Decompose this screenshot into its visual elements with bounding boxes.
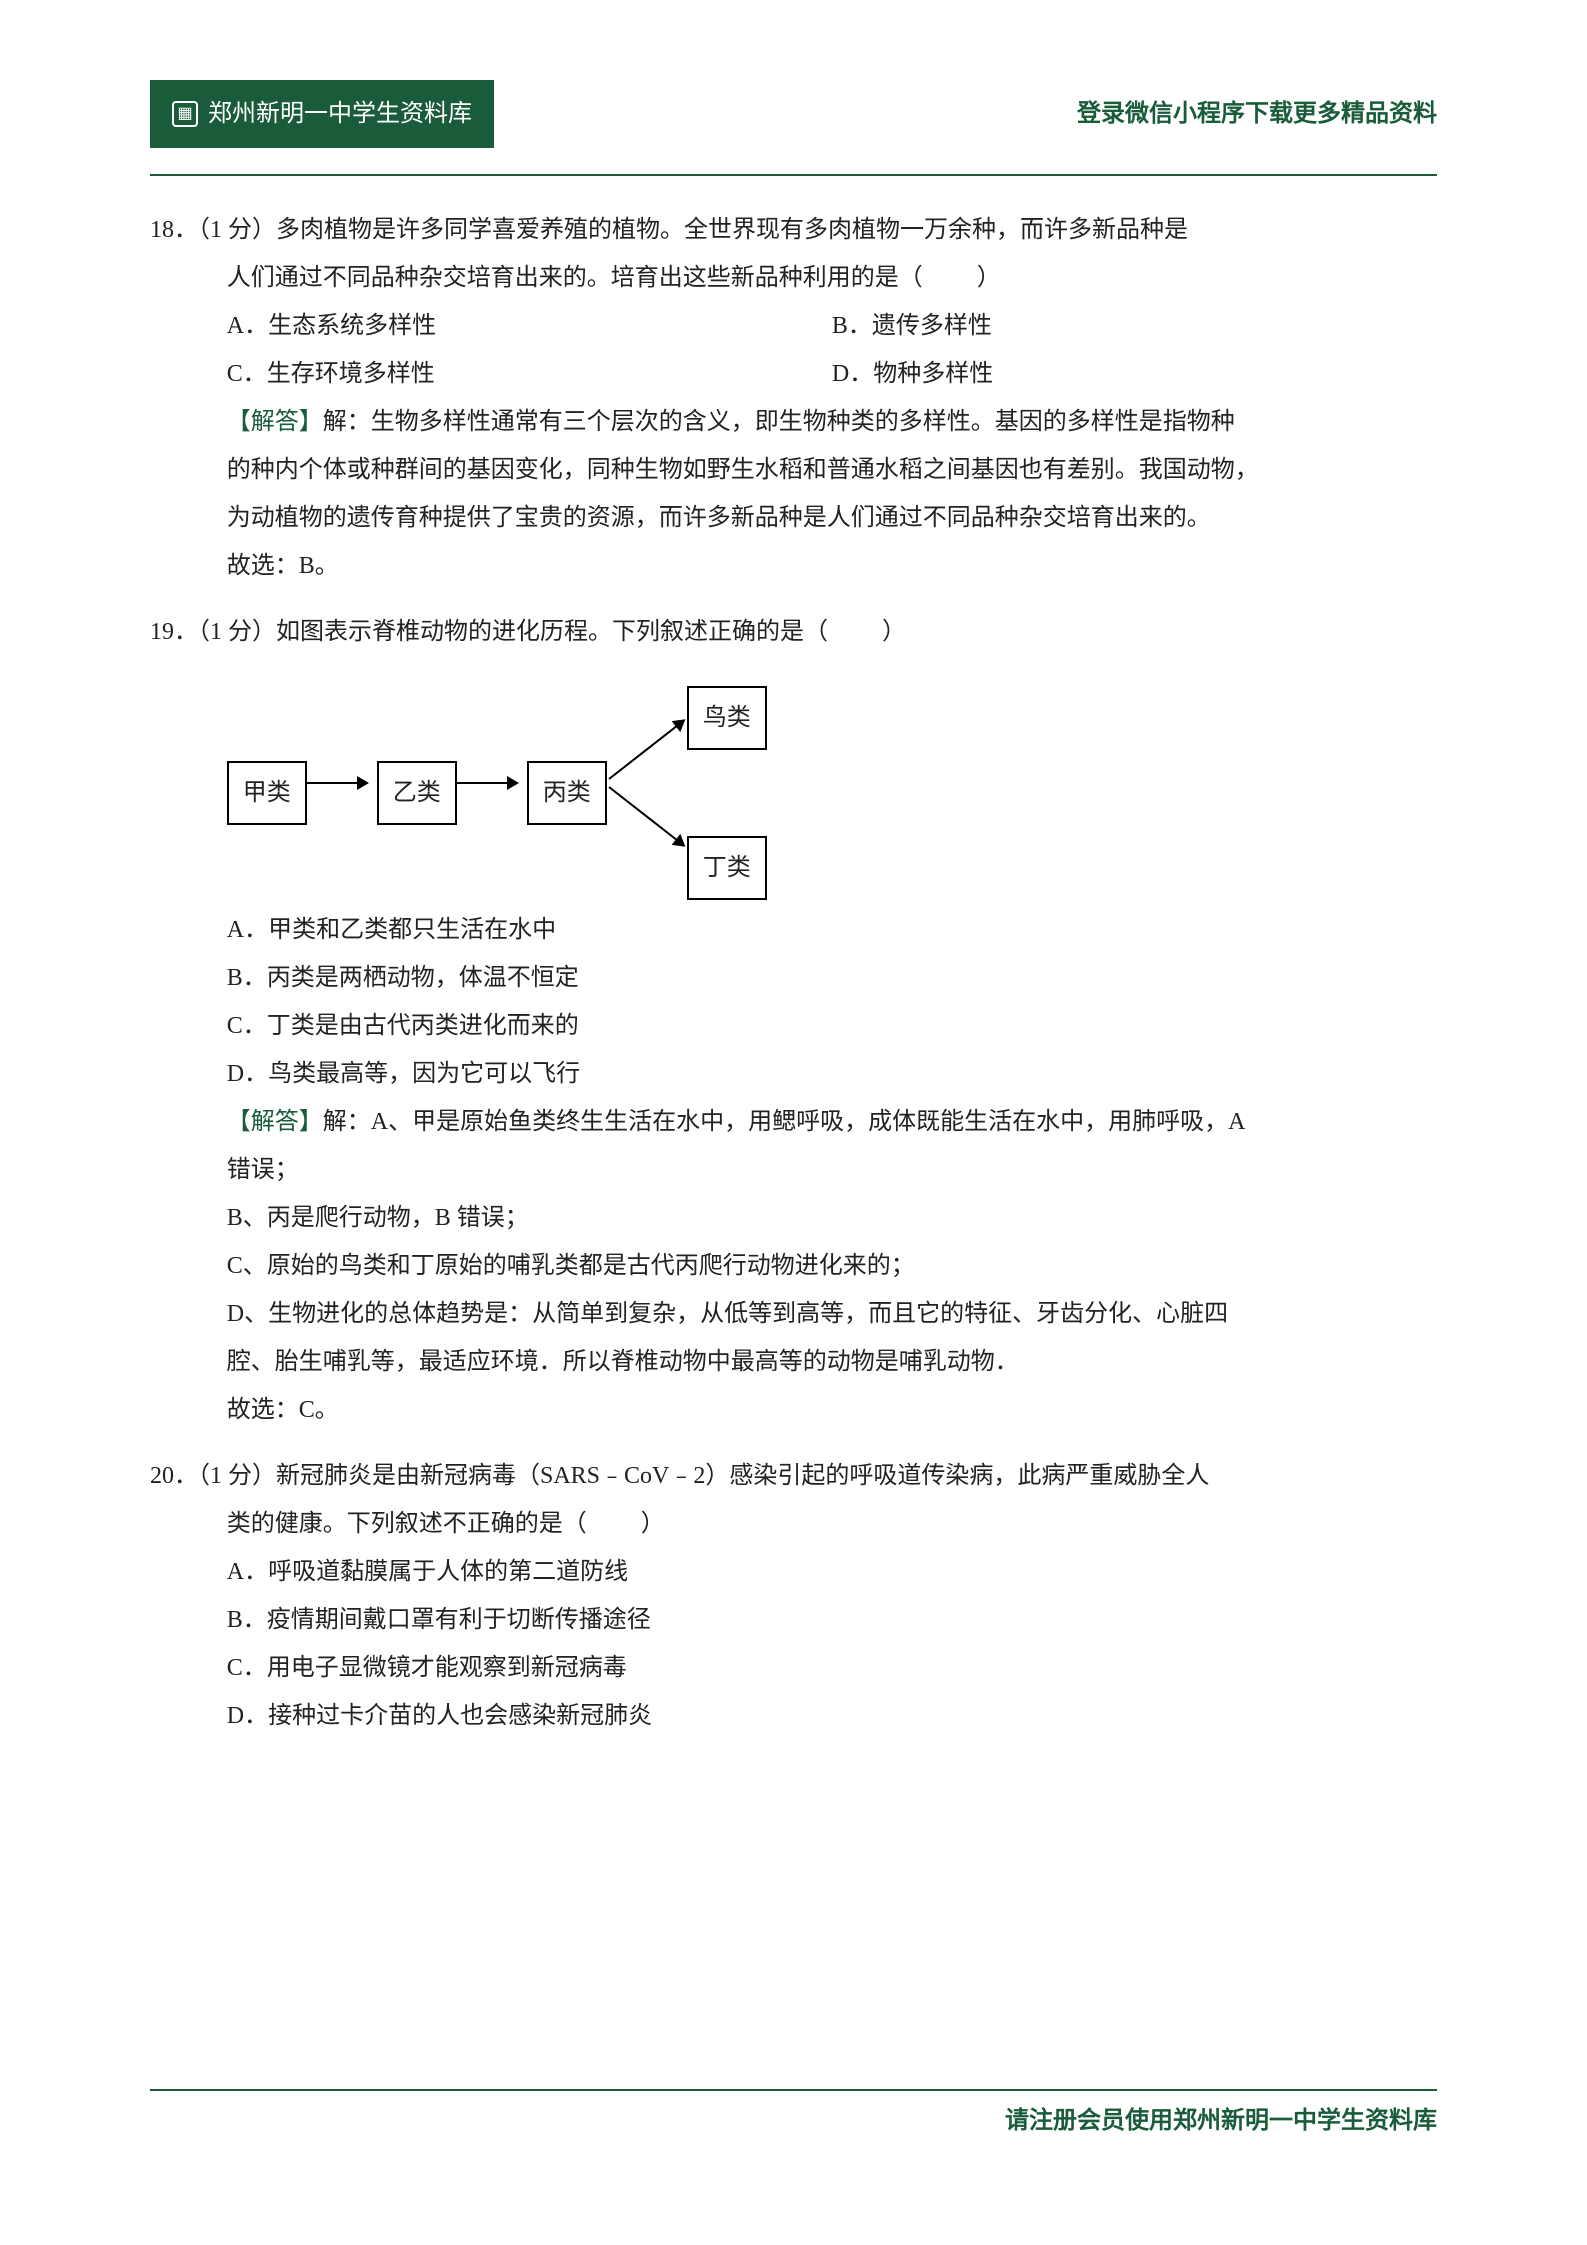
- q18-ans-l1: 解：生物多样性通常有三个层次的含义，即生物种类的多样性。基因的多样性是指物种: [323, 409, 1235, 435]
- q20-stem-line1: 20．（1 分）新冠肺炎是由新冠病毒（SARS﹣CoV﹣2）感染引起的呼吸道传染…: [150, 1452, 1437, 1500]
- q18-answer-label: 【解答】: [227, 409, 323, 435]
- q18-options-row1: A．生态系统多样性 B．遗传多样性: [150, 302, 1437, 350]
- q19-ans-l3: B、丙是爬行动物，B 错误；: [150, 1194, 1437, 1242]
- q18-stem-line1: 18．（1 分）多肉植物是许多同学喜爱养殖的植物。全世界现有多肉植物一万余种，而…: [150, 206, 1437, 254]
- header-underline: [150, 174, 1437, 176]
- q20-number: 20．: [150, 1463, 198, 1489]
- node-yi: 乙类: [377, 761, 457, 825]
- q18-points: （1 分）: [198, 217, 276, 243]
- node-bing: 丙类: [527, 761, 607, 825]
- q18-options-row2: C．生存环境多样性 D．物种多样性: [150, 350, 1437, 398]
- edge-jia-yi: [307, 782, 367, 784]
- q18-answer: 【解答】解：生物多样性通常有三个层次的含义，即生物种类的多样性。基因的多样性是指…: [150, 398, 1437, 590]
- q19-answer: 【解答】解：A、甲是原始鱼类终生生活在水中，用鳃呼吸，成体既能生活在水中，用肺呼…: [150, 1098, 1437, 1434]
- q19-answer-label: 【解答】: [227, 1109, 323, 1135]
- q19-points: （1 分）: [198, 619, 276, 645]
- node-niao: 鸟类: [687, 686, 767, 750]
- brand-badge: ▦ 郑州新明一中学生资料库: [150, 80, 494, 148]
- q18-optA: A．生态系统多样性: [227, 302, 832, 350]
- q18-ans-l3: 为动植物的遗传育种提供了宝贵的资源，而许多新品种是人们通过不同品种杂交培育出来的…: [150, 494, 1437, 542]
- header-row: ▦ 郑州新明一中学生资料库 登录微信小程序下载更多精品资料: [150, 80, 1437, 148]
- node-ding: 丁类: [687, 836, 767, 900]
- q18-stem-line2: 人们通过不同品种杂交培育出来的。培育出这些新品种利用的是（ ）: [150, 254, 1437, 302]
- q18-number: 18．: [150, 217, 198, 243]
- edge-bing-niao: [608, 720, 684, 780]
- q19-optD: D．鸟类最高等，因为它可以飞行: [227, 1050, 1437, 1098]
- q18-ans-l2: 的种内个体或种群间的基因变化，同种生物如野生水稻和普通水稻之间基因也有差别。我国…: [150, 446, 1437, 494]
- question-19: 19．（1 分）如图表示脊椎动物的进化历程。下列叙述正确的是（ ） 甲类 乙类 …: [150, 608, 1437, 1434]
- q18-optC: C．生存环境多样性: [227, 350, 832, 398]
- q20-options: A．呼吸道黏膜属于人体的第二道防线 B．疫情期间戴口罩有利于切断传播途径 C．用…: [150, 1548, 1437, 1740]
- q18-paren: （ ）: [899, 265, 1003, 291]
- edge-yi-bing: [457, 782, 517, 784]
- q20-stem1: 新冠肺炎是由新冠病毒（SARS﹣CoV﹣2）感染引起的呼吸道传染病，此病严重威胁…: [276, 1463, 1209, 1489]
- q19-ans-l1: 解：A、甲是原始鱼类终生生活在水中，用鳃呼吸，成体既能生活在水中，用肺呼吸，A: [323, 1109, 1246, 1135]
- q19-optA: A．甲类和乙类都只生活在水中: [227, 906, 1437, 954]
- q20-points: （1 分）: [198, 1463, 276, 1489]
- q18-stem1: 多肉植物是许多同学喜爱养殖的植物。全世界现有多肉植物一万余种，而许多新品种是: [276, 217, 1188, 243]
- q19-options: A．甲类和乙类都只生活在水中 B．丙类是两栖动物，体温不恒定 C．丁类是由古代丙…: [150, 906, 1437, 1098]
- q20-optB: B．疫情期间戴口罩有利于切断传播途径: [227, 1596, 1437, 1644]
- brand-badge-icon: ▦: [172, 101, 198, 127]
- footer-text: 请注册会员使用郑州新明一中学生资料库: [1005, 2108, 1437, 2134]
- q19-stem: 如图表示脊椎动物的进化历程。下列叙述正确的是: [276, 619, 804, 645]
- q18-ans-l4: 故选：B。: [150, 542, 1437, 590]
- header-right-text: 登录微信小程序下载更多精品资料: [1077, 90, 1437, 138]
- q20-optD: D．接种过卡介苗的人也会感染新冠肺炎: [227, 1692, 1437, 1740]
- q19-ans-l2: 错误；: [150, 1146, 1437, 1194]
- q20-stem2: 类的健康。下列叙述不正确的是: [227, 1511, 563, 1537]
- edge-bing-ding: [608, 786, 684, 846]
- q19-ans-l4: C、原始的鸟类和丁原始的哺乳类都是古代丙爬行动物进化来的；: [150, 1242, 1437, 1290]
- q20-optA: A．呼吸道黏膜属于人体的第二道防线: [227, 1548, 1437, 1596]
- q20-optC: C．用电子显微镜才能观察到新冠病毒: [227, 1644, 1437, 1692]
- q19-paren: （ ）: [804, 619, 908, 645]
- q18-optB: B．遗传多样性: [832, 302, 1437, 350]
- q19-number: 19．: [150, 619, 198, 645]
- footer: 请注册会员使用郑州新明一中学生资料库: [150, 2089, 1437, 2145]
- question-20: 20．（1 分）新冠肺炎是由新冠病毒（SARS﹣CoV﹣2）感染引起的呼吸道传染…: [150, 1452, 1437, 1740]
- q20-stem-line2: 类的健康。下列叙述不正确的是（ ）: [150, 1500, 1437, 1548]
- q19-optC: C．丁类是由古代丙类进化而来的: [227, 1002, 1437, 1050]
- q19-diagram: 甲类 乙类 丙类 鸟类 丁类: [227, 686, 787, 876]
- q19-diagram-wrap: 甲类 乙类 丙类 鸟类 丁类: [150, 686, 1437, 876]
- q18-stem2: 人们通过不同品种杂交培育出来的。培育出这些新品种利用的是: [227, 265, 899, 291]
- brand-badge-text: 郑州新明一中学生资料库: [208, 90, 472, 138]
- q19-ans-l7: 故选：C。: [150, 1386, 1437, 1434]
- q18-optD: D．物种多样性: [832, 350, 1437, 398]
- q19-ans-l5: D、生物进化的总体趋势是：从简单到复杂，从低等到高等，而且它的特征、牙齿分化、心…: [150, 1290, 1437, 1338]
- node-jia: 甲类: [227, 761, 307, 825]
- q19-stem-line: 19．（1 分）如图表示脊椎动物的进化历程。下列叙述正确的是（ ）: [150, 608, 1437, 656]
- q19-ans-l6: 腔、胎生哺乳等，最适应环境．所以脊椎动物中最高等的动物是哺乳动物．: [150, 1338, 1437, 1386]
- q20-paren: （ ）: [563, 1511, 667, 1537]
- question-18: 18．（1 分）多肉植物是许多同学喜爱养殖的植物。全世界现有多肉植物一万余种，而…: [150, 206, 1437, 590]
- q19-optB: B．丙类是两栖动物，体温不恒定: [227, 954, 1437, 1002]
